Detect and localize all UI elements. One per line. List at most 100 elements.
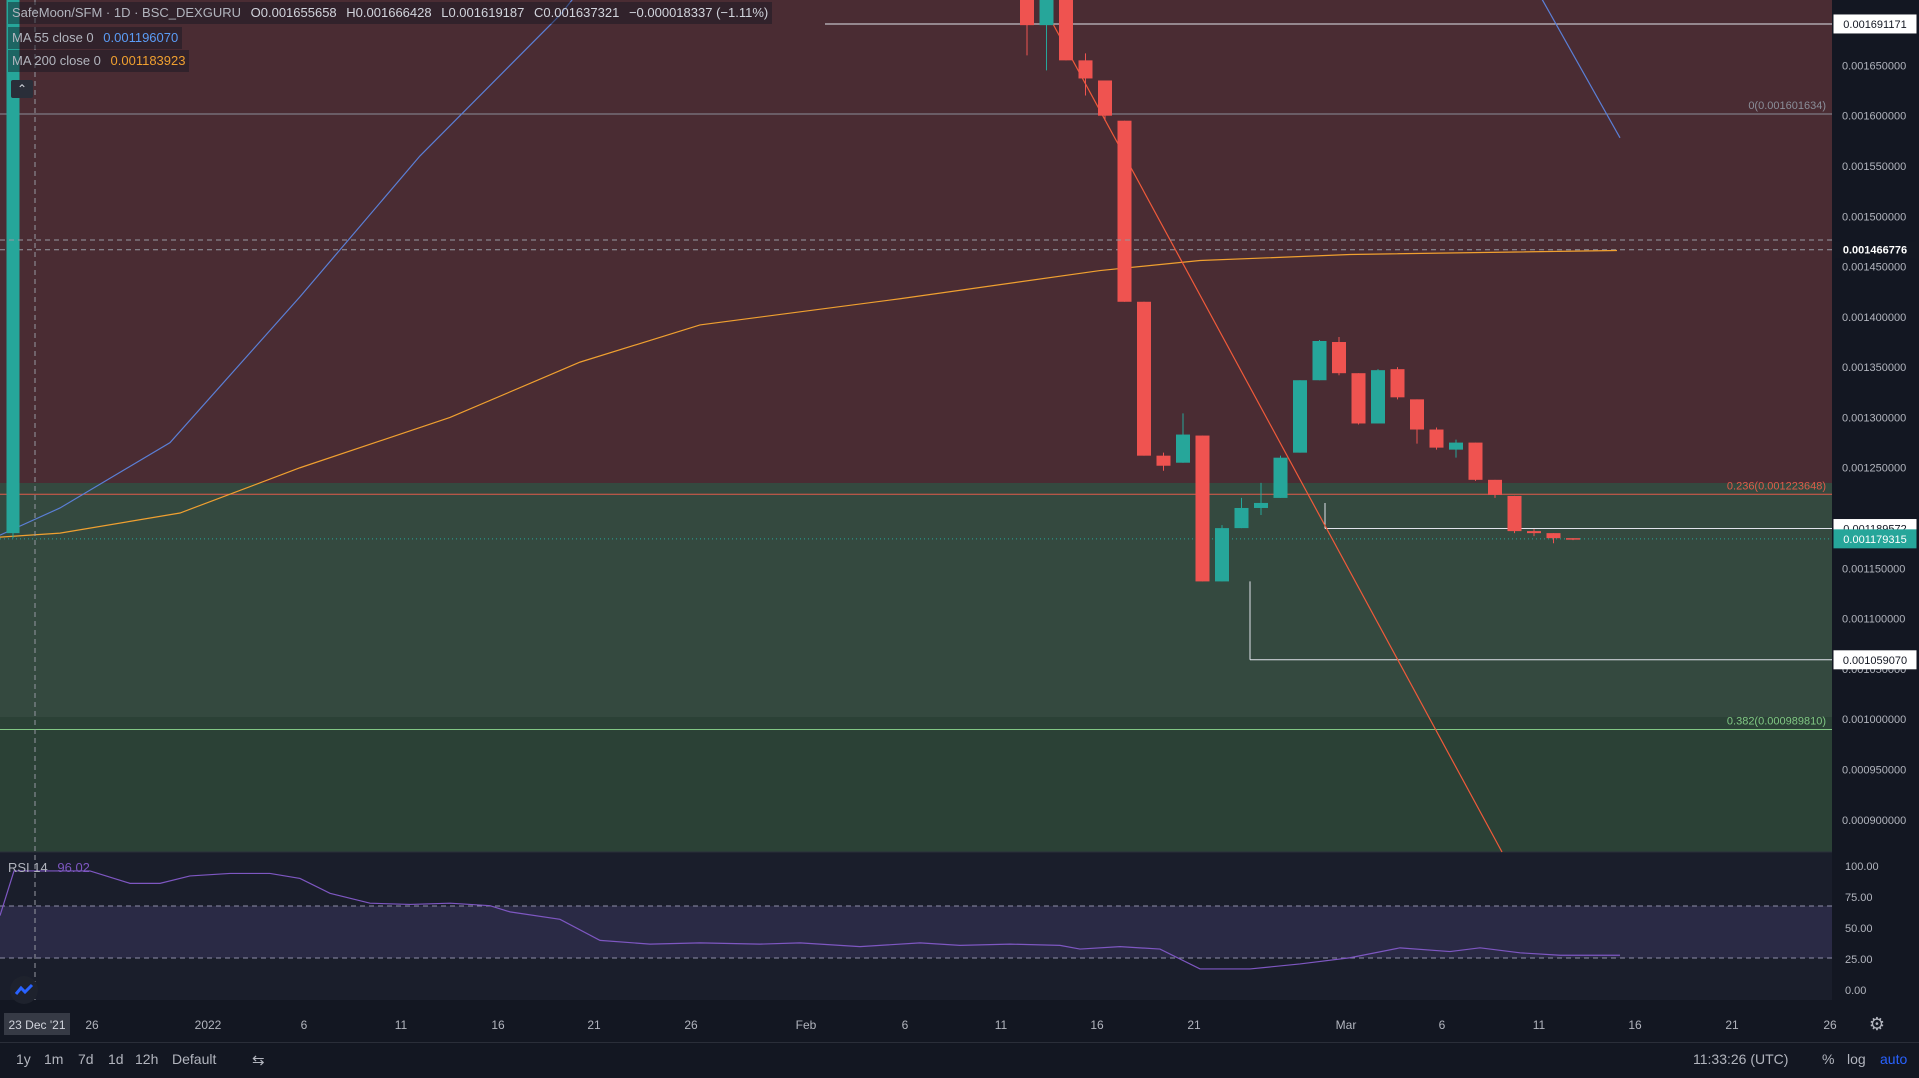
crosshair-date-label: 23 Dec '21 (9, 1018, 66, 1032)
time-axis-tick: 6 (1439, 1018, 1446, 1032)
candle[interactable] (1078, 53, 1093, 96)
ma55-legend[interactable]: MA 55 close 0 0.001196070 (8, 27, 183, 49)
legend-open: O0.001655658 (250, 5, 337, 20)
percent-scale-toggle[interactable]: % (1822, 1051, 1835, 1067)
time-axis-tick: 2022 (195, 1018, 222, 1032)
candle[interactable] (1117, 120, 1132, 302)
bottom-toolbar: 1y 1m 7d 1d 12h Default ⇆ 11:33:26 (UTC)… (0, 1042, 1919, 1078)
range-default-button[interactable]: Default (172, 1051, 217, 1067)
price-tag-box[interactable] (1833, 650, 1917, 670)
rsi-legend[interactable]: RSI 14 96.02 (8, 860, 90, 875)
candle[interactable] (1488, 479, 1502, 498)
candle[interactable] (1546, 533, 1561, 544)
candle[interactable] (1156, 452, 1171, 471)
candle-body (1488, 479, 1502, 495)
price-tag-box[interactable] (1833, 14, 1917, 34)
candle-body (1234, 507, 1249, 529)
candle[interactable] (1273, 455, 1288, 498)
utc-clock[interactable]: 11:33:26 (UTC) (1693, 1051, 1789, 1067)
candle[interactable] (1137, 301, 1151, 456)
candle[interactable] (1468, 442, 1483, 481)
candle-body (1566, 538, 1580, 540)
ma55-line[interactable] (1500, 0, 1621, 139)
candle[interactable] (1176, 413, 1190, 463)
price-axis-tick: 0.001400000 (1842, 312, 1906, 324)
candle[interactable] (1410, 399, 1424, 444)
symbol-title[interactable]: SafeMoon/SFM · 1D · BSC_DEXGURU (12, 5, 242, 20)
candle-body (1507, 495, 1522, 532)
legend-change: −0.000018337 (−1.11%) (628, 5, 769, 20)
price-axis-tick: 0.001550000 (1842, 161, 1906, 173)
candle[interactable] (1429, 427, 1444, 450)
price-axis-tick: 0.001650000 (1842, 60, 1906, 72)
candle-body (1351, 373, 1366, 424)
rsi-axis-tick: 100.00 (1845, 861, 1879, 873)
rsi-line[interactable] (0, 870, 1620, 970)
rsi-value: 96.02 (57, 860, 90, 875)
candle-body (1195, 435, 1210, 582)
candle[interactable] (1312, 339, 1327, 381)
candle[interactable] (1449, 439, 1463, 458)
ma200-legend[interactable]: MA 200 close 0 0.001183923 (8, 50, 190, 72)
candle-body (1390, 369, 1405, 398)
candle[interactable] (1332, 336, 1346, 376)
price-axis-tick: 0.001500000 (1842, 211, 1906, 223)
chevron-up-icon[interactable]: ⌃ (11, 80, 33, 98)
candle[interactable] (1098, 80, 1112, 121)
candle[interactable] (1390, 367, 1405, 400)
time-axis-tick: 26 (85, 1018, 99, 1032)
ma55-line[interactable] (0, 0, 600, 536)
time-axis-tick: 6 (902, 1018, 909, 1032)
fib-zone-upper (0, 0, 1832, 483)
candle[interactable] (1039, 0, 1054, 71)
price-axis-tick: 0.001600000 (1842, 111, 1906, 123)
candle-body (1215, 528, 1229, 582)
rsi-axis[interactable] (1832, 852, 1919, 1000)
candle[interactable] (1234, 497, 1249, 529)
price-axis-tick: 0.001000000 (1842, 714, 1906, 726)
settings-icon[interactable]: ⚙ (1869, 1014, 1885, 1034)
candle-body (1176, 434, 1190, 463)
price-tag-label: 0.001466776 (1843, 245, 1907, 257)
fib-level-label: 0.382(0.000989810) (1727, 715, 1826, 727)
range-12h-button[interactable]: 12h (135, 1051, 159, 1067)
trend-line[interactable] (1039, 0, 1503, 853)
price-tag-box[interactable] (1833, 240, 1917, 260)
calendar-range-icon[interactable]: ⇆ (252, 1052, 265, 1069)
candle[interactable] (1351, 373, 1366, 425)
legend-low: L0.001619187 (441, 5, 525, 20)
time-axis-tick: Feb (796, 1018, 817, 1032)
price-tag-box[interactable] (1833, 529, 1917, 549)
range-1m-button[interactable]: 1m (44, 1051, 64, 1067)
candle[interactable] (1527, 529, 1541, 537)
tradingview-logo-icon[interactable] (10, 976, 38, 1004)
time-axis-tick: 21 (1725, 1018, 1739, 1032)
candle[interactable] (1020, 0, 1034, 56)
range-1d-button[interactable]: 1d (108, 1051, 124, 1067)
time-axis[interactable] (0, 1000, 1919, 1042)
price-axis-tick: 0.000950000 (1842, 765, 1906, 777)
price-axis-tick: 0.001300000 (1842, 412, 1906, 424)
candle[interactable] (1293, 380, 1307, 453)
candle[interactable] (1371, 369, 1385, 424)
candle-body (1468, 442, 1483, 480)
candle[interactable] (1195, 435, 1210, 582)
candle[interactable] (1059, 0, 1073, 61)
legend-high: H0.001666428 (346, 5, 432, 20)
log-scale-toggle[interactable]: log (1847, 1051, 1866, 1067)
candle[interactable] (1507, 495, 1522, 534)
rsi-axis-tick: 50.00 (1845, 923, 1873, 935)
candle[interactable] (1566, 538, 1580, 541)
auto-scale-toggle[interactable]: auto (1880, 1051, 1908, 1067)
range-1y-button[interactable]: 1y (16, 1051, 31, 1067)
candle[interactable] (1215, 525, 1229, 582)
candle[interactable] (1254, 482, 1268, 516)
time-axis-tick: 11 (395, 1018, 408, 1032)
time-axis-tick: 16 (491, 1018, 505, 1032)
price-axis[interactable] (1832, 0, 1919, 852)
ma200-label: MA 200 close 0 (12, 53, 101, 68)
range-7d-button[interactable]: 7d (78, 1051, 94, 1067)
ma200-line[interactable] (0, 249, 1618, 538)
candle-body (1117, 120, 1132, 302)
